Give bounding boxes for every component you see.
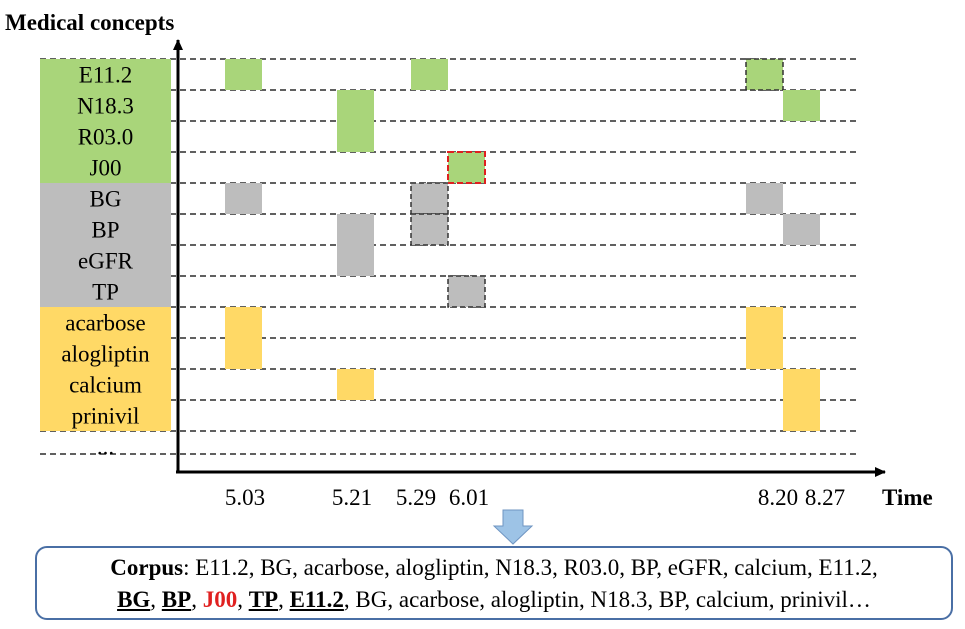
- row-label-bg-calcium: [40, 369, 171, 400]
- event-cell-e112-5-29: [411, 59, 448, 90]
- corpus-highlight-bp: BP: [161, 587, 192, 612]
- corpus-box: Corpus: E11.2, BG, acarbose, alogliptin,…: [35, 546, 953, 620]
- corpus-highlight-bg: BG: [117, 587, 151, 612]
- row-label-bg-bg: [40, 183, 171, 214]
- row-label-bg-tp: [40, 276, 171, 307]
- time-tick-5-21: 5.21: [332, 485, 372, 510]
- event-cell-egfr-5-21: [337, 245, 374, 276]
- row-label-bg-n183: [40, 90, 171, 121]
- row-label-bg: BG: [90, 187, 122, 212]
- corpus-label: Corpus: [110, 555, 184, 580]
- corpus-line2-rest: , BG, acarbose, alogliptin, N18.3, BP, c…: [343, 587, 871, 612]
- row-label-bp: BP: [91, 218, 119, 243]
- row-label-bg-prinivil: [40, 400, 171, 431]
- row-label-j00: J00: [90, 156, 122, 181]
- row-label-e112: E11.2: [79, 63, 132, 88]
- event-cell-e112-5-03: [225, 59, 262, 90]
- event-cell-alogliptin-5-03: [225, 338, 262, 369]
- row-label-ellipsis: ...: [97, 435, 114, 460]
- row-label-calcium: calcium: [69, 373, 142, 398]
- corpus-highlight-tp: TP: [248, 587, 279, 612]
- time-tick-5-03: 5.03: [225, 485, 265, 510]
- event-cell-tp-6-01: [447, 275, 486, 308]
- event-cell-calcium-8-27: [783, 369, 820, 400]
- event-cell-acarbose-5-03: [225, 307, 262, 338]
- event-cell-bp-5-29: [410, 213, 449, 246]
- row-labels: E11.2 N18.3 R03.0 J00 BG BP eGFR TP acarbose alog…: [40, 59, 171, 460]
- row-grid-lines: [40, 58, 858, 455]
- y-axis-title: Medical concepts: [5, 10, 174, 35]
- event-cell-bg-8-20: [746, 183, 783, 214]
- row-label-alogliptin: alogliptin: [61, 342, 150, 367]
- time-tick-8-27: 8.27: [805, 485, 845, 510]
- event-cell-n183-5-21: [337, 90, 374, 121]
- corpus-line1-text: : E11.2, BG, acarbose, alogliptin, N18.3…: [183, 555, 878, 580]
- row-label-r030: R03.0: [78, 125, 134, 150]
- time-tick-8-20: 8.20: [758, 485, 798, 510]
- timeline-diagram: Medical concepts E11.2 N18.3 R03.0 J00 BG BP e…: [5, 10, 933, 545]
- row-label-tp: TP: [92, 280, 119, 305]
- event-cell-calcium-5-21: [337, 369, 374, 400]
- time-tick-labels: 5.03 5.21 5.29 6.01 8.20 8.27: [225, 485, 845, 510]
- event-cell-bp-8-27: [783, 214, 820, 245]
- event-cell-alogliptin-8-20: [746, 338, 783, 369]
- row-label-n183: N18.3: [77, 94, 134, 119]
- row-label-acarbose: acarbose: [65, 311, 145, 336]
- corpus-line-1: Corpus: E11.2, BG, acarbose, alogliptin,…: [43, 552, 945, 584]
- x-axis-title: Time: [882, 485, 933, 510]
- row-label-bg-egfr: [40, 245, 171, 276]
- event-cell-acarbose-8-20: [746, 307, 783, 338]
- corpus-highlight-j00: J00: [202, 587, 238, 612]
- row-label-bg-acarbose: [40, 307, 171, 338]
- row-label-bg-j00: [40, 152, 171, 183]
- row-label-bg-bp: [40, 214, 171, 245]
- row-label-bg-alogliptin: [40, 338, 171, 369]
- corpus-highlight-e11: E11.2: [289, 587, 344, 612]
- row-label-bg-r030: [40, 121, 171, 152]
- event-cell-r030-5-21: [337, 121, 374, 152]
- row-label-prinivil: prinivil: [72, 404, 140, 429]
- event-cell-j00-6-01: [447, 151, 486, 184]
- event-cell-e112-8-20: [745, 58, 784, 91]
- time-tick-6-01: 6.01: [449, 485, 489, 510]
- event-cells: [225, 58, 820, 431]
- event-cell-n183-8-27: [783, 90, 820, 121]
- event-cell-bp-5-21: [337, 214, 374, 245]
- event-cell-prinivil-8-27: [783, 400, 820, 431]
- down-arrow-icon: [492, 509, 534, 545]
- corpus-line-2: BG, BP, J00, TP, E11.2, BG, acarbose, al…: [117, 587, 871, 612]
- event-cell-bg-5-29: [410, 182, 449, 215]
- row-label-egfr: eGFR: [78, 249, 134, 274]
- row-label-bg-e112: [40, 59, 171, 90]
- event-cell-bg-5-03: [225, 183, 262, 214]
- time-tick-5-29: 5.29: [396, 485, 436, 510]
